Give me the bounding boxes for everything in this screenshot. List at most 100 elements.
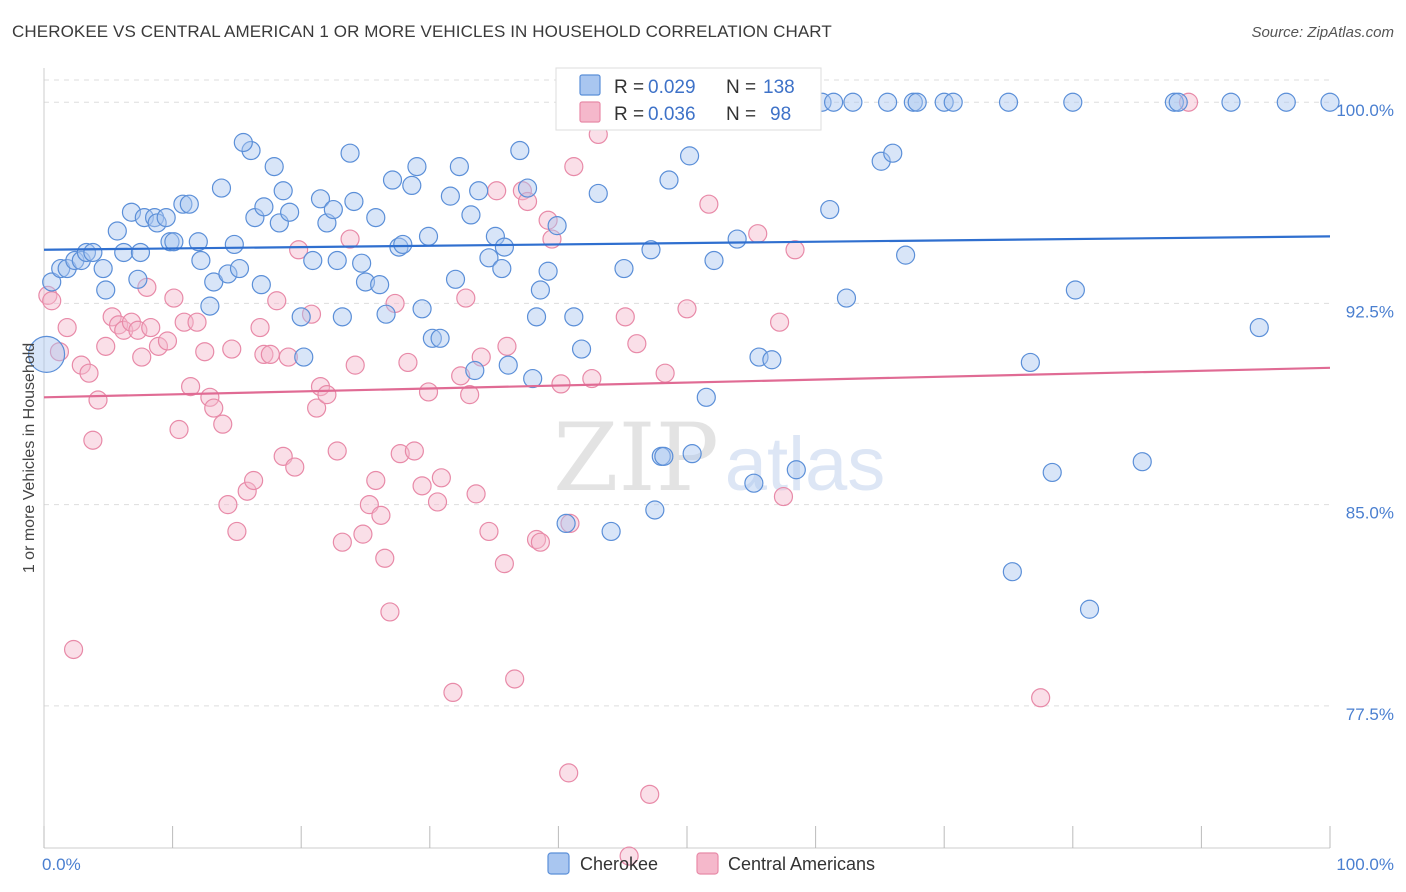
cherokee-point-53 [376,304,396,324]
legend-swatch-central [579,101,601,123]
central-point-36 [260,344,280,365]
cherokee-point-128 [1221,92,1241,112]
central-point-49 [345,355,365,375]
legend-n-value-2: 98 [770,104,791,125]
cherokee-point-7 [83,242,103,263]
cherokee-point-132 [654,446,674,466]
cherokee-point-47 [340,143,360,163]
cherokee-point-16 [144,207,165,228]
cherokee-point-14 [130,242,151,263]
legend-n-label-1: N = [726,77,756,98]
cherokee-point-121 [1042,462,1062,483]
bottom-legend-cherokee: Cherokee [580,854,658,874]
central-point-62 [431,468,451,488]
cherokee-point-112 [883,143,903,163]
cherokee-point-44 [323,199,343,220]
central-point-79 [551,374,571,394]
central-point-77 [538,210,558,230]
cherokee-point-40 [294,347,314,367]
cherokee-point-76 [526,307,547,327]
y-axis-label: 1 or more Vehicles in Household [21,343,38,573]
cherokee-point-133 [523,368,543,389]
cherokee-point-17 [147,213,167,233]
cherokee-point-56 [393,234,413,255]
cherokee-point-49 [352,253,372,273]
cherokee-point-108 [836,288,857,308]
cherokee-point-82 [571,339,592,359]
cherokee-point-41 [303,250,323,271]
y-tick-labels: 100.0% 92.5% 85.0% 77.5% [1336,101,1394,724]
central-point-99 [497,336,517,356]
central-point-1 [42,291,62,311]
cherokee-point-78 [538,261,558,281]
central-point-67 [466,484,486,504]
central-point-53 [371,505,391,525]
central-point-54 [380,602,400,622]
cherokee-point-54 [382,170,403,190]
y-tick-label-0: 100.0% [1336,101,1394,120]
central-point-70 [487,181,507,201]
central-point-86 [615,307,635,327]
cherokee-point-80 [556,513,576,534]
central-point-25 [195,342,215,362]
cherokee-point-35 [264,157,284,177]
cherokee-point-0 [27,335,66,374]
central-point-5 [71,355,91,375]
cherokee-point-15 [134,207,154,228]
cherokee-point-38 [280,202,300,222]
cherokee-point-119 [1002,562,1022,582]
axes [43,68,1331,849]
central-point-45 [317,385,337,405]
central-point-8 [88,390,108,410]
central-point-94 [769,312,790,332]
series-legend: Cherokee Central Americans [547,852,875,875]
cherokee-point-57 [402,175,422,195]
central-point-93 [748,224,768,244]
cherokee-point-22 [179,194,199,214]
central-point-61 [427,492,448,512]
central-point-69 [479,521,499,542]
cherokee-point-12 [121,202,142,222]
central-point-7 [83,430,103,450]
cherokee-point-29 [224,234,244,255]
cherokee-point-92 [679,146,700,166]
central-point-47 [332,532,352,552]
cherokee-point-93 [682,444,702,464]
cherokee-point-117 [943,92,963,112]
central-point-52 [366,470,386,491]
cherokee-point-23 [188,232,208,252]
cherokee-point-120 [1020,352,1040,373]
cherokee-point-30 [229,258,250,279]
cherokee-point-86 [614,258,634,279]
cherokee-point-24 [191,250,211,271]
cherokee-point-10 [107,221,127,241]
central-point-90 [677,299,697,319]
cherokee-point-123 [1065,280,1085,300]
cherokee-point-118 [998,92,1019,112]
central-point-35 [254,344,274,365]
cherokee-point-129 [1249,317,1269,338]
central-point-89 [655,363,675,383]
cherokee-point-11 [114,242,134,263]
cherokee-trend-line [43,235,1331,251]
central-point-100 [559,763,579,783]
chart-title: CHEROKEE VS CENTRAL AMERICAN 1 OR MORE V… [12,22,832,41]
cherokee-point-96 [704,250,724,271]
cherokee-point-87 [641,240,661,260]
cherokee-point-69 [479,248,499,268]
stats-legend: R = 0.029 N = 138 R = 0.036 N = 98 [555,67,822,131]
cherokee-point-97 [727,229,747,249]
cherokee-point-45 [327,250,347,271]
central-point-37 [267,291,287,311]
central-point-58 [404,441,424,461]
watermark: ZIP atlas [553,404,885,513]
cherokee-point-60 [418,226,439,246]
cherokee-point-113 [896,245,916,265]
cherokee-point-130 [1276,92,1296,112]
cherokee-point-46 [332,307,352,327]
central-point-83 [582,368,602,389]
central-point-88 [640,784,660,804]
cherokee-point-88 [645,500,665,520]
central-point-30 [222,339,242,359]
watermark-atlas: atlas [725,422,886,507]
